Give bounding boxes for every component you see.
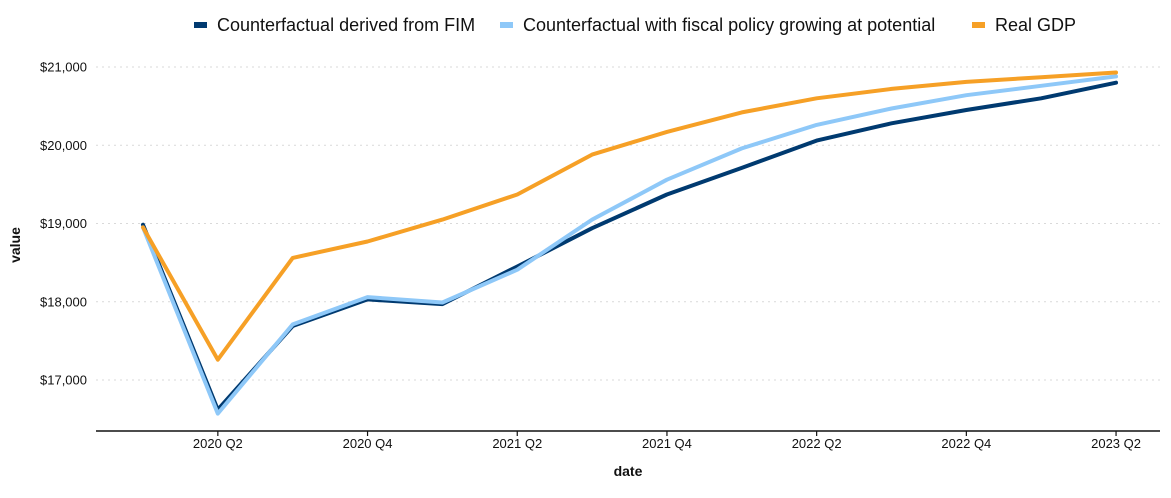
- legend: Counterfactual derived from FIM Counterf…: [194, 15, 1076, 35]
- series-line-fim: [141, 80, 1118, 412]
- x-tick-label: 2021 Q4: [642, 436, 692, 451]
- legend-item-real-gdp[interactable]: Real GDP: [972, 15, 1076, 35]
- y-axis-title: value: [7, 227, 23, 263]
- x-tick-label: 2021 Q2: [492, 436, 542, 451]
- legend-swatch-potential: [500, 22, 513, 28]
- x-axis-title: date: [614, 463, 643, 479]
- series-line-real-gdp: [141, 70, 1118, 362]
- legend-swatch-real-gdp: [972, 22, 985, 28]
- legend-swatch-fim: [194, 22, 207, 28]
- x-tick-label: 2020 Q4: [343, 436, 393, 451]
- y-tick-label: $17,000: [40, 373, 87, 388]
- legend-label-fim: Counterfactual derived from FIM: [217, 15, 475, 35]
- y-axis-ticks: $17,000 $18,000 $19,000 $20,000 $21,000: [40, 60, 87, 388]
- y-tick-label: $18,000: [40, 294, 87, 309]
- x-axis-ticks: 2020 Q2 2020 Q4 2021 Q2 2021 Q4 2022 Q2 2022 …: [193, 431, 1141, 451]
- gridlines: [96, 66, 1160, 381]
- legend-label-potential: Counterfactual with fiscal policy growin…: [523, 15, 935, 35]
- y-tick-label: $21,000: [40, 60, 87, 75]
- legend-item-potential[interactable]: Counterfactual with fiscal policy growin…: [500, 15, 935, 35]
- y-tick-label: $19,000: [40, 216, 87, 231]
- legend-label-real-gdp: Real GDP: [995, 15, 1076, 35]
- series-line-potential: [141, 74, 1118, 416]
- x-tick-label: 2020 Q2: [193, 436, 243, 451]
- x-tick-label: 2023 Q2: [1091, 436, 1141, 451]
- legend-item-fim[interactable]: Counterfactual derived from FIM: [194, 15, 475, 35]
- series-lines: [141, 70, 1118, 416]
- x-tick-label: 2022 Q2: [792, 436, 842, 451]
- y-tick-label: $20,000: [40, 138, 87, 153]
- x-tick-label: 2022 Q4: [941, 436, 991, 451]
